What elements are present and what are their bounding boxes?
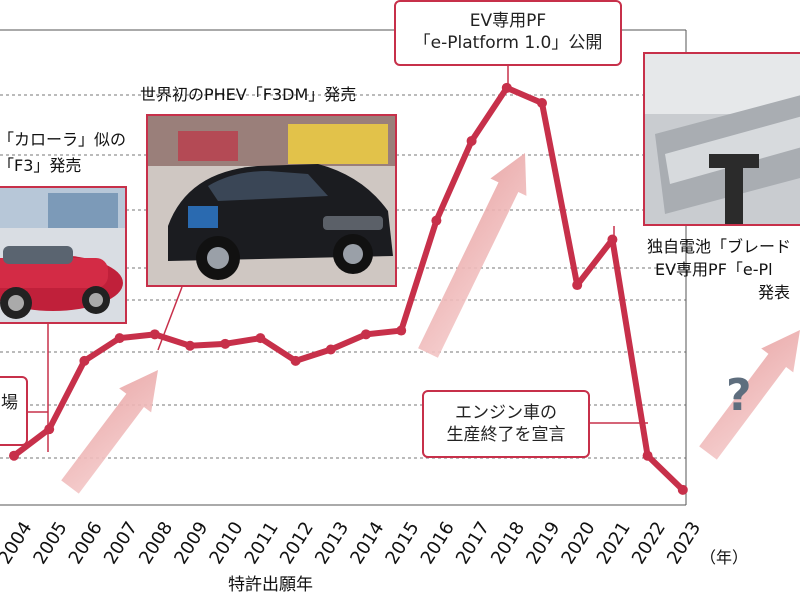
- data-point-2012: [290, 355, 301, 366]
- data-point-2022: [642, 450, 653, 461]
- x-tick-2009: 2009: [170, 518, 212, 568]
- callout-e-platform: EV専用PF 「e-Platform 1.0」公開: [394, 0, 622, 66]
- x-tick-2021: 2021: [593, 518, 635, 568]
- x-axis-unit: （年）: [700, 548, 749, 567]
- trend-arrow-3-shape: [699, 330, 800, 460]
- x-tick-2012: 2012: [276, 518, 318, 568]
- x-tick-2005: 2005: [29, 518, 71, 568]
- data-point-2004: [9, 450, 19, 461]
- data-point-2006: [79, 355, 90, 366]
- label-f3-line1: 「カローラ」似の: [0, 130, 127, 149]
- data-point-2016: [431, 215, 442, 226]
- data-point-2021: [607, 234, 618, 245]
- trend-arrow-1-shape: [61, 370, 158, 494]
- x-tick-2016: 2016: [417, 518, 459, 568]
- callout-engine-end-line1: エンジン車の: [455, 403, 557, 423]
- car-black-image: [148, 116, 395, 285]
- car-photo-f3: [0, 186, 127, 324]
- data-point-2010: [220, 338, 231, 349]
- data-point-2017: [466, 135, 477, 146]
- data-point-2007: [114, 333, 125, 344]
- data-point-2011: [255, 333, 266, 344]
- data-point-2020: [572, 280, 583, 291]
- trend-arrow-3: [699, 330, 800, 460]
- x-tick-2015: 2015: [381, 518, 423, 568]
- callout-engine-end-line2: 生産終了を宣言: [446, 425, 566, 445]
- x-tick-2004: 2004: [0, 518, 36, 568]
- x-tick-2010: 2010: [205, 518, 247, 568]
- trend-arrow-2: [418, 152, 527, 358]
- trend-arrows: [61, 152, 800, 494]
- callout-e-platform-line2: 「e-Platform 1.0」公開: [413, 33, 603, 53]
- x-tick-labels: 2004200520062007200820092010201120122013…: [0, 518, 705, 568]
- data-point-2005: [44, 424, 55, 435]
- data-point-2018: [501, 82, 512, 93]
- x-tick-2020: 2020: [557, 518, 599, 568]
- x-tick-2013: 2013: [311, 518, 353, 568]
- question-mark: ?: [726, 370, 752, 421]
- data-point-2009: [185, 340, 195, 351]
- data-point-2008: [149, 329, 160, 340]
- data-point-2015: [396, 325, 407, 336]
- x-tick-2017: 2017: [452, 518, 494, 568]
- blade-battery-photo: [643, 52, 800, 226]
- x-tick-2007: 2007: [100, 518, 142, 568]
- data-point-2013: [325, 344, 336, 355]
- series-line: [11, 84, 686, 493]
- x-tick-2018: 2018: [487, 518, 529, 568]
- callout-left-partial: 場: [0, 376, 28, 446]
- trend-arrow-2-shape: [418, 152, 527, 358]
- label-f3-line2: 「F3」発売: [0, 156, 82, 175]
- data-point-2019: [537, 98, 547, 109]
- data-point-2014: [361, 329, 371, 340]
- x-tick-2008: 2008: [135, 518, 177, 568]
- data-point-2023: [677, 484, 688, 495]
- x-tick-2022: 2022: [628, 518, 670, 568]
- label-blade-line3: 発表: [758, 283, 791, 302]
- label-blade-line1: 独自電池「ブレード: [647, 237, 792, 256]
- x-tick-2011: 2011: [241, 518, 283, 568]
- label-f3dm: 世界初のPHEV「F3DM」発売: [140, 85, 357, 104]
- x-axis-title: 特許出願年: [228, 575, 313, 595]
- series-line-path: [11, 84, 686, 493]
- data-points: [9, 82, 688, 495]
- x-tick-2014: 2014: [346, 518, 388, 568]
- battery-image: [645, 54, 800, 224]
- callout-engine-end: エンジン車の 生産終了を宣言: [422, 390, 590, 458]
- car-photo-f3dm: [146, 114, 397, 287]
- label-blade-line2: EV専用PF「e-Pl: [655, 260, 773, 279]
- car-red-image: [0, 188, 125, 322]
- callout-left-partial-line1: 場: [1, 393, 18, 413]
- x-tick-2006: 2006: [65, 518, 107, 568]
- x-tick-2019: 2019: [522, 518, 564, 568]
- callout-e-platform-line1: EV専用PF: [469, 11, 547, 31]
- trend-arrow-1: [61, 370, 158, 494]
- x-tick-2023: 2023: [663, 518, 705, 568]
